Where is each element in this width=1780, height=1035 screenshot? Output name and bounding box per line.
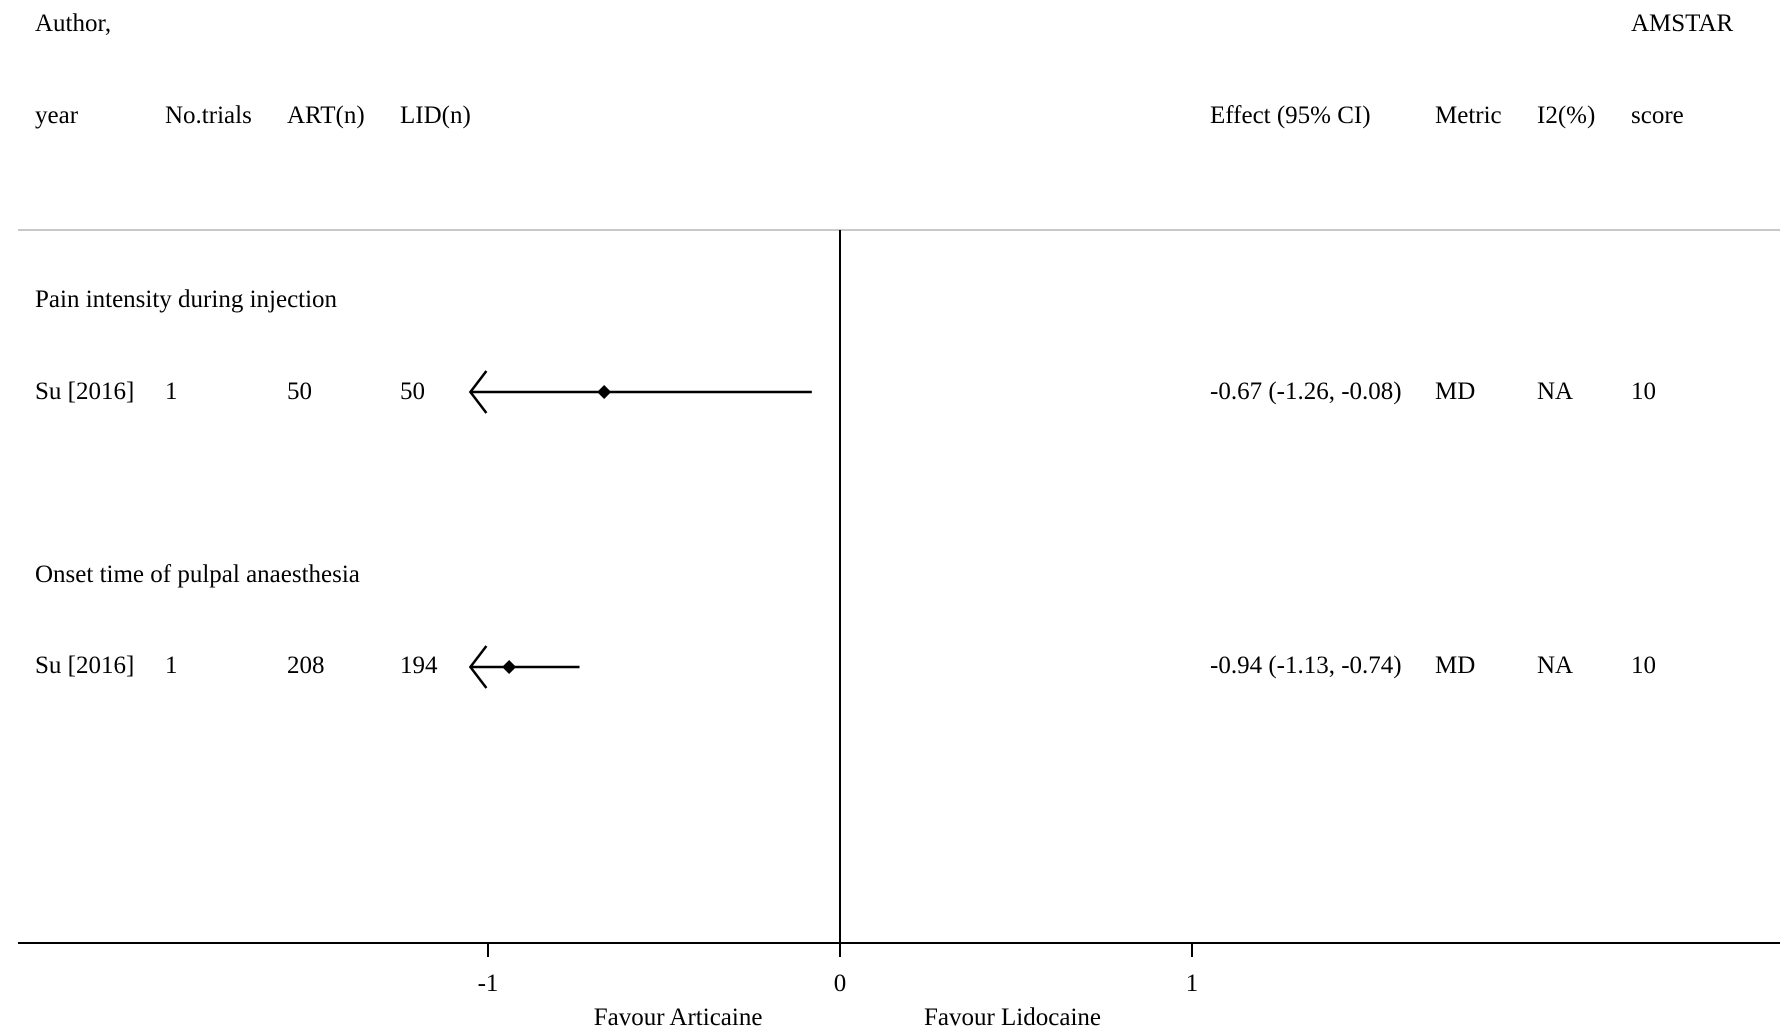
point-estimate [502, 660, 517, 674]
row-lid-n: 50 [400, 378, 425, 405]
row-i2: NA [1537, 378, 1574, 405]
x-tick-label: 0 [833, 970, 847, 997]
trials-header: No.trials [165, 102, 252, 129]
row-i2: NA [1537, 652, 1574, 679]
amstar-header: AMSTAR [1631, 10, 1734, 37]
favour-articaine-label: Favour Articaine [593, 1004, 763, 1031]
row-trials: 1 [165, 378, 178, 405]
i2-header: I2(%) [1537, 102, 1596, 129]
metric-header: Metric [1435, 102, 1502, 129]
row-art-n: 208 [287, 652, 325, 679]
row-amstar: 10 [1631, 652, 1656, 679]
effect-header: Effect (95% CI) [1210, 102, 1371, 129]
group-title-onset: Onset time of pulpal anaesthesia [35, 561, 360, 588]
row-lid-n: 194 [400, 652, 438, 679]
point-estimate [597, 385, 612, 399]
group-title-pain: Pain intensity during injection [35, 286, 338, 313]
favour-lidocaine-label: Favour Lidocaine [923, 1004, 1101, 1031]
art-header: ART(n) [287, 102, 365, 129]
row-amstar: 10 [1631, 378, 1656, 405]
row-author: Su [2016] [35, 652, 135, 679]
row-metric: MD [1435, 652, 1476, 679]
row-effect: -0.67 (-1.26, -0.08) [1210, 378, 1402, 405]
x-tick-label: -1 [477, 970, 499, 997]
lid-header: LID(n) [400, 102, 471, 129]
amstar-score-header: score [1631, 102, 1684, 129]
row-metric: MD [1435, 378, 1476, 405]
row-author: Su [2016] [35, 378, 135, 405]
row-art-n: 50 [287, 378, 312, 405]
x-tick-label: 1 [1185, 970, 1199, 997]
ci-arrow [468, 645, 488, 689]
year-header: year [35, 102, 79, 129]
author-header: Author, [35, 10, 112, 37]
ci-arrow [468, 370, 488, 414]
row-effect: -0.94 (-1.13, -0.74) [1210, 652, 1402, 679]
row-trials: 1 [165, 652, 178, 679]
